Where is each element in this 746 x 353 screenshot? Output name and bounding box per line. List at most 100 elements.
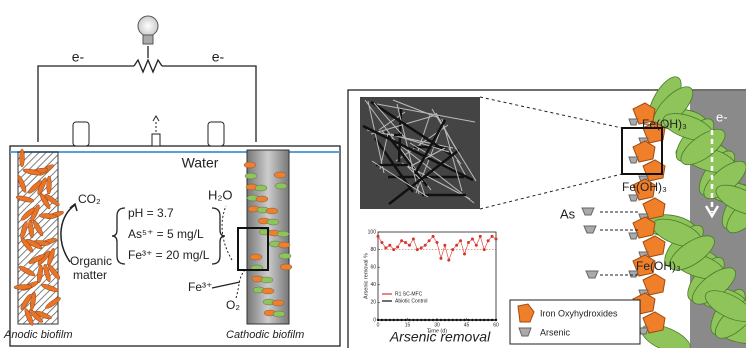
data-point <box>483 319 485 321</box>
arsenic <box>629 119 638 125</box>
o2-label: O₂ <box>226 298 240 312</box>
light-bulb <box>138 16 158 44</box>
data-point <box>440 319 442 321</box>
legend-label: R1 SC-MFC <box>395 291 423 297</box>
data-point <box>475 319 477 321</box>
electron-label: e- <box>72 49 85 65</box>
data-point <box>408 319 410 321</box>
data-point <box>381 319 383 321</box>
data-point <box>443 244 446 247</box>
legend-label: Arsenic <box>540 327 571 337</box>
fe-oh3-label: Fe(OH)₃ <box>642 117 687 131</box>
cathode-label: Cathodic biofilm <box>226 329 304 341</box>
x-tick-label: 45 <box>464 322 470 328</box>
data-point <box>467 241 470 244</box>
y-tick-label: 20 <box>370 300 376 306</box>
rect <box>143 35 153 44</box>
y-tick-label: 80 <box>370 247 376 253</box>
data-point <box>436 241 439 244</box>
condition: As⁵⁺ = 5 mg/L <box>128 227 204 241</box>
polyline <box>134 60 162 72</box>
bacterium <box>262 288 274 294</box>
bacterium <box>267 219 279 225</box>
data-point <box>404 241 407 244</box>
y-tick-label: 60 <box>370 265 376 271</box>
data-point <box>412 238 415 241</box>
data-point <box>408 244 411 247</box>
data-point <box>487 319 489 321</box>
data-point <box>432 235 435 238</box>
electron-label: e- <box>716 109 728 124</box>
data-point <box>385 319 387 321</box>
data-point <box>451 248 454 251</box>
bacterium <box>273 311 285 317</box>
organic-label: matter <box>73 268 107 282</box>
data-point <box>471 319 473 321</box>
fe-oh3-label: Fe(OH)₃ <box>636 259 681 273</box>
data-point <box>452 319 454 321</box>
data-point <box>377 319 379 321</box>
data-point <box>400 239 403 242</box>
reactor <box>10 146 340 346</box>
bacterium <box>272 300 284 306</box>
data-point <box>463 253 466 256</box>
arsenic <box>629 233 638 239</box>
bacterium <box>275 183 287 189</box>
data-point <box>491 319 493 321</box>
data-point <box>459 239 462 242</box>
anode <box>18 152 58 324</box>
data-point <box>412 319 414 321</box>
ports <box>73 116 224 146</box>
organic-label: Organic <box>70 254 112 268</box>
data-point <box>384 246 387 249</box>
figure: e- e- Water CO₂ Organic matter pH = 3.7 … <box>0 0 746 348</box>
bacterium <box>245 173 257 179</box>
data-point <box>467 319 469 321</box>
data-point <box>424 319 426 321</box>
y-tick-label: 40 <box>370 282 376 288</box>
data-point <box>475 244 478 247</box>
data-point <box>380 241 383 244</box>
bacterium <box>20 149 25 167</box>
data-point <box>420 246 423 249</box>
bacterium <box>280 264 292 270</box>
rect <box>152 134 160 146</box>
y-axis-label: Arsenic removal % <box>363 253 369 299</box>
data-point <box>479 319 481 321</box>
x-tick-label: 30 <box>434 322 440 328</box>
legend-label: Iron Oxyhydroxides <box>540 308 618 318</box>
condition: Fe³⁺ = 20 mg/L <box>128 248 210 262</box>
data-point <box>432 319 434 321</box>
data-point <box>463 319 465 321</box>
rect <box>208 122 224 146</box>
bacterium <box>266 208 278 214</box>
data-point <box>396 245 399 248</box>
data-point <box>439 257 442 260</box>
data-point <box>459 319 461 321</box>
data-point <box>447 259 450 262</box>
bacterium <box>256 196 268 202</box>
electron-label: e- <box>212 49 225 65</box>
fe-oh3-label: Fe(OH)₃ <box>622 180 667 194</box>
data-point <box>495 319 497 321</box>
data-point <box>483 248 486 251</box>
data-point <box>491 235 494 238</box>
data-point <box>487 239 490 242</box>
data-point <box>396 319 398 321</box>
arsenic-label: As <box>560 206 576 221</box>
bacterium <box>244 162 256 168</box>
x-tick-label: 60 <box>493 322 499 328</box>
data-point <box>428 239 431 242</box>
co2-label: CO₂ <box>78 192 101 206</box>
data-point <box>455 319 457 321</box>
data-point <box>471 238 474 241</box>
arsenic <box>629 157 638 163</box>
arsenic <box>629 195 638 201</box>
x-tick-label: 0 <box>377 322 380 328</box>
circle <box>138 16 158 36</box>
bacterium <box>261 277 273 283</box>
data-point <box>455 244 458 247</box>
data-point <box>448 319 450 321</box>
y-tick-label: 100 <box>368 229 377 235</box>
h2o-label: H₂O <box>208 187 233 202</box>
